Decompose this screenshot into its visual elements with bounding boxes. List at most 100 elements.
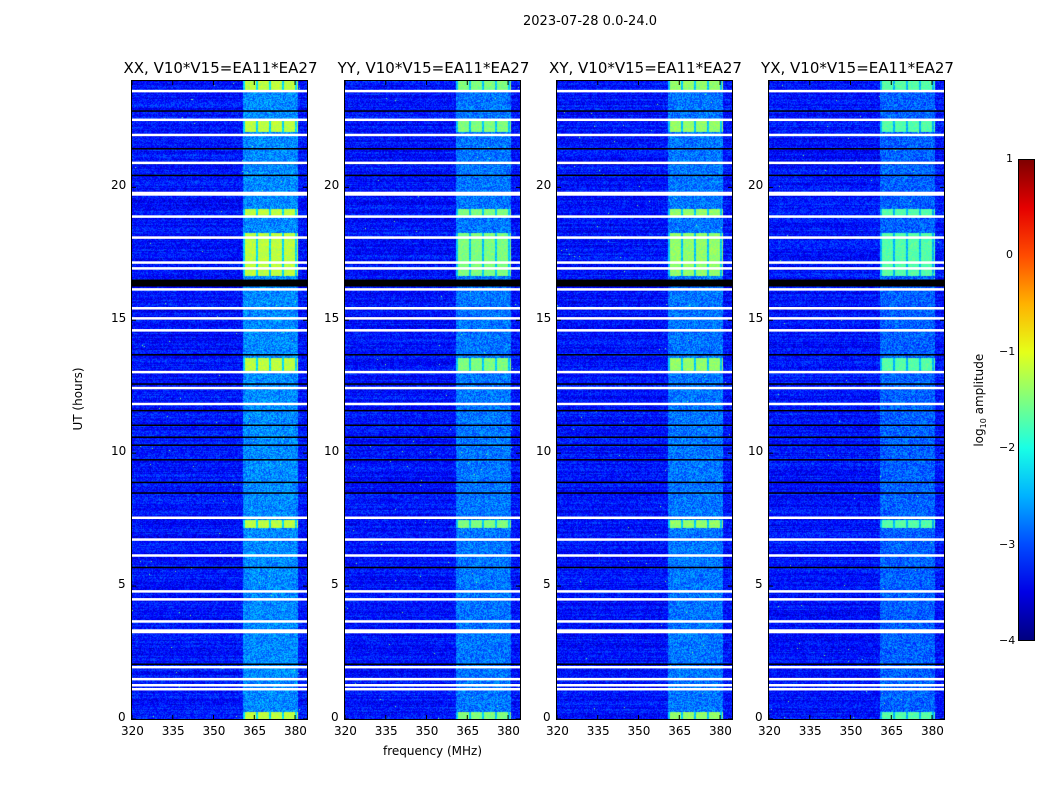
flagged-row-white bbox=[769, 683, 944, 687]
flagged-row-white bbox=[345, 215, 520, 218]
y-tick-label: 0 bbox=[118, 710, 126, 724]
colorbar-label: log10 amplitude bbox=[971, 353, 989, 447]
flagged-row-white bbox=[345, 598, 520, 601]
flagged-row-black bbox=[769, 174, 944, 177]
x-tick-label: 365 bbox=[243, 724, 267, 738]
flagged-row-white bbox=[557, 161, 732, 165]
y-tick-label: 20 bbox=[324, 178, 340, 193]
flagged-row-white bbox=[769, 267, 944, 270]
flagged-row-white bbox=[769, 307, 944, 310]
heatmap-cells bbox=[132, 81, 307, 719]
flagged-row-black bbox=[345, 148, 520, 150]
y-tick-label: 10 bbox=[748, 444, 764, 459]
flagged-row-black bbox=[132, 444, 307, 446]
flagged-row-white bbox=[769, 89, 944, 93]
x-tick-label: 380 bbox=[709, 724, 732, 738]
flagged-row-white bbox=[769, 402, 944, 406]
x-axis-label: frequency (MHz) bbox=[382, 744, 483, 758]
flagged-row-white bbox=[769, 516, 944, 520]
flagged-row-white bbox=[557, 317, 732, 320]
flagged-row-black bbox=[557, 424, 732, 427]
heatmap-cells bbox=[345, 81, 520, 719]
flagged-row-white bbox=[132, 215, 307, 218]
y-tick-label: 5 bbox=[118, 577, 126, 592]
y-tick-label: 20 bbox=[536, 178, 552, 193]
flagged-row-black bbox=[132, 148, 307, 150]
x-tick-label: 350 bbox=[627, 724, 651, 738]
flagged-row-black bbox=[769, 424, 944, 427]
flagged-row-white bbox=[769, 236, 944, 239]
flagged-row-black bbox=[132, 436, 307, 438]
flagged-row-black bbox=[345, 174, 520, 177]
flagged-row-black bbox=[132, 663, 307, 665]
flagged-row-white bbox=[132, 118, 307, 122]
flagged-row-white bbox=[769, 687, 944, 691]
flagged-row-black bbox=[132, 354, 307, 356]
flagged-row-black bbox=[557, 481, 732, 484]
flagged-row-white bbox=[557, 288, 732, 291]
flagged-row-white bbox=[132, 370, 307, 374]
flagged-row-white bbox=[345, 665, 520, 669]
flagged-row-white bbox=[345, 370, 520, 374]
flagged-row-white bbox=[345, 133, 520, 137]
flagged-row-black bbox=[132, 481, 307, 484]
y-tick-label: 20 bbox=[111, 178, 127, 193]
flagged-row-white bbox=[132, 677, 307, 681]
flagged-row-white bbox=[557, 402, 732, 406]
flagged-row-white bbox=[557, 677, 732, 681]
y-tick-label: 10 bbox=[111, 444, 127, 459]
colorbar-tick-label: 0 bbox=[1006, 248, 1013, 262]
flagged-row-white bbox=[345, 288, 520, 291]
flagged-row-white bbox=[557, 261, 732, 264]
flagged-row-white bbox=[557, 267, 732, 270]
flagged-row-black bbox=[769, 492, 944, 494]
flagged-row-white bbox=[132, 191, 307, 196]
flagged-row-black bbox=[769, 279, 944, 287]
flagged-row-black bbox=[769, 459, 944, 461]
flagged-row-black bbox=[769, 383, 944, 385]
flagged-row-white bbox=[345, 236, 520, 239]
panel-title: XX, V10*V15=EA11*EA27 bbox=[123, 59, 318, 77]
flagged-row-white bbox=[557, 307, 732, 310]
y-tick-label: 5 bbox=[331, 577, 339, 592]
flagged-row-black bbox=[345, 436, 520, 438]
flagged-row-white bbox=[132, 620, 307, 623]
colorbar bbox=[1018, 159, 1035, 641]
flagged-row-white bbox=[132, 329, 307, 332]
flagged-row-white bbox=[345, 620, 520, 623]
y-tick-label: 15 bbox=[111, 311, 127, 326]
flagged-row-black bbox=[345, 566, 520, 569]
flagged-row-white bbox=[132, 89, 307, 93]
figure-title: 2023-07-28 0.0-24.0 bbox=[523, 14, 657, 29]
flagged-row-white bbox=[132, 267, 307, 270]
flagged-row-white bbox=[132, 402, 307, 406]
y-tick-label: 10 bbox=[536, 444, 552, 459]
x-tick-label: 320 bbox=[121, 724, 144, 738]
flagged-row-black bbox=[132, 279, 307, 287]
flagged-row-white bbox=[769, 161, 944, 165]
flagged-row-white bbox=[557, 133, 732, 137]
flagged-row-white bbox=[557, 118, 732, 122]
flagged-row-black bbox=[769, 354, 944, 356]
flagged-row-white bbox=[557, 370, 732, 374]
flagged-row-white bbox=[132, 598, 307, 601]
flagged-row-black bbox=[769, 110, 944, 112]
flagged-row-black bbox=[557, 383, 732, 385]
waterfall-panel-2: XY, V10*V15=EA11*EA27 bbox=[549, 59, 742, 720]
heatmap-cells bbox=[557, 81, 732, 719]
flagged-row-white bbox=[345, 590, 520, 593]
x-tick-label: 335 bbox=[586, 724, 610, 738]
x-tick-label: 350 bbox=[839, 724, 863, 738]
flagged-row-white bbox=[769, 191, 944, 196]
y-tick-label: 5 bbox=[543, 577, 551, 592]
y-tick-label: 15 bbox=[536, 311, 552, 326]
flagged-row-black bbox=[557, 279, 732, 287]
flagged-row-white bbox=[132, 687, 307, 691]
flagged-row-black bbox=[557, 444, 732, 446]
x-tick-label: 335 bbox=[374, 724, 398, 738]
flagged-row-black bbox=[769, 663, 944, 665]
flagged-row-white bbox=[557, 620, 732, 623]
flagged-row-black bbox=[345, 354, 520, 356]
x-tick-label: 320 bbox=[758, 724, 781, 738]
y-tick-label: 10 bbox=[324, 444, 340, 459]
